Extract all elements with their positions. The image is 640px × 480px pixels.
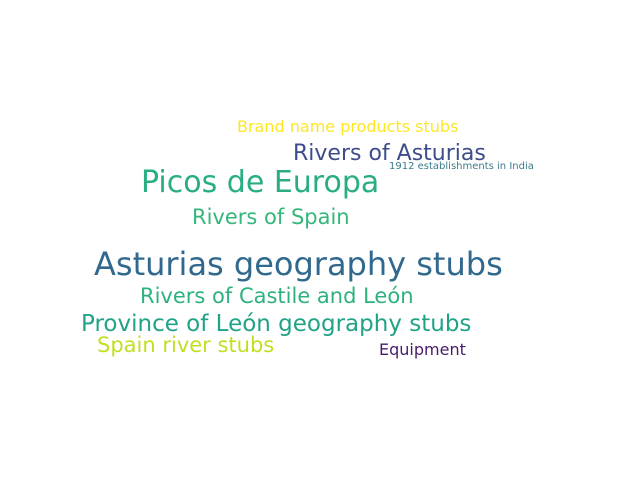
word-asturias-geography-stubs: Asturias geography stubs [94,245,503,283]
word-brand-name-products-stubs: Brand name products stubs [237,117,459,136]
word-picos-de-europa: Picos de Europa [141,165,380,200]
word-rivers-of-spain: Rivers of Spain [192,205,350,229]
word-province-of-leon-geography-stubs: Province of León geography stubs [81,311,472,337]
word-rivers-of-castile-and-leon: Rivers of Castile and León [140,284,414,308]
word-1912-establishments-in-india: 1912 establishments in India [389,161,534,172]
word-rivers-of-asturias: Rivers of Asturias [293,141,486,166]
word-equipment: Equipment [379,340,466,359]
word-spain-river-stubs: Spain river stubs [97,333,275,357]
